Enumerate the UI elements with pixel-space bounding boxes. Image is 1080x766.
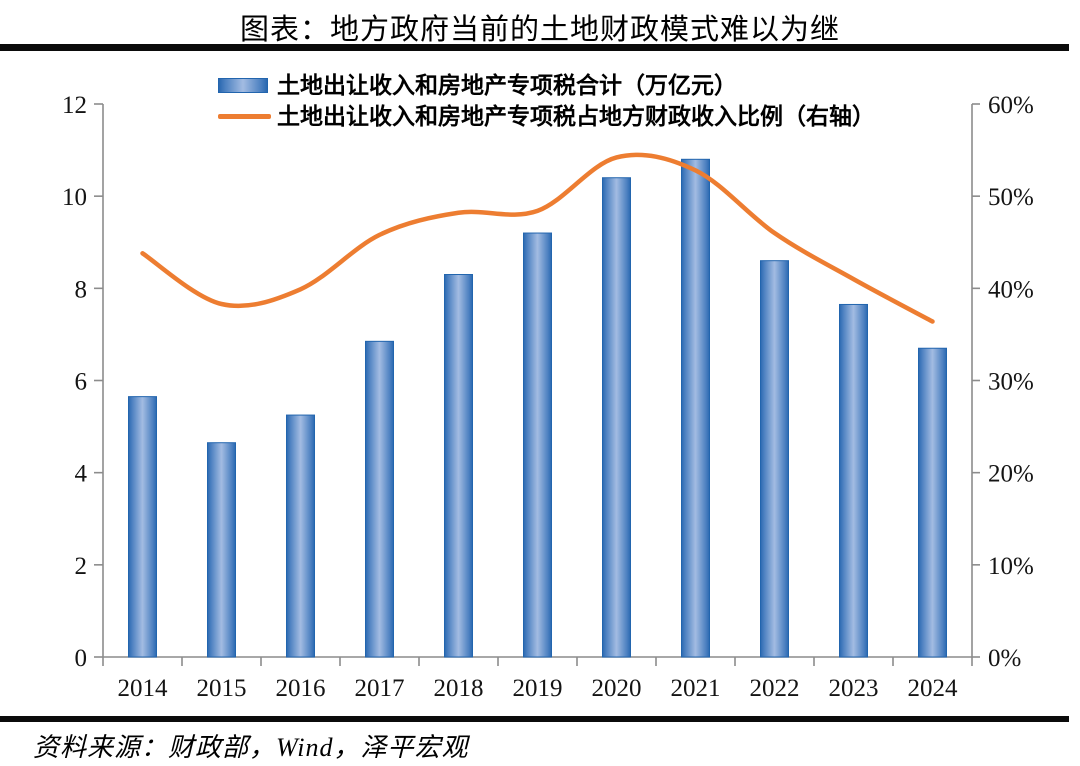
right-axis-tick-label: 60% (988, 92, 1034, 119)
chart-title: 图表：地方政府当前的土地财政模式难以为继 (239, 14, 840, 46)
trend-line (140, 152, 935, 324)
left-axis-tick-label: 4 (75, 461, 88, 488)
right-axis-tick-label: 10% (988, 553, 1034, 580)
x-axis-label: 2019 (513, 675, 563, 702)
x-axis-label: 2015 (197, 675, 247, 702)
legend: 土地出让收入和房地产专项税合计（万亿元） 土地出让收入和房地产专项税占地方财政收… (218, 70, 875, 132)
x-axis-label: 2022 (750, 675, 800, 702)
left-axis-tick-label: 2 (75, 553, 88, 580)
right-axis-tick-label: 40% (988, 276, 1034, 303)
bar-2020 (602, 177, 631, 658)
right-axis-tick-label: 0% (988, 645, 1021, 672)
left-axis-tick-label: 8 (75, 276, 88, 303)
right-axis-tick-label: 30% (988, 369, 1034, 396)
bar-2023 (839, 303, 868, 658)
x-axis-label: 2024 (908, 675, 959, 702)
right-axis-tick-label: 20% (988, 461, 1034, 488)
line-series-swatch-icon (218, 114, 271, 119)
legend-item-line: 土地出让收入和房地产专项税占地方财政收入比例（右轴） (218, 101, 875, 132)
bar-2024 (918, 347, 947, 658)
bar-2015 (207, 442, 236, 658)
right-axis-tick-label: 50% (988, 184, 1034, 211)
bar-2022 (760, 260, 789, 658)
bar-series-label: 土地出让收入和房地产专项税合计（万亿元） (277, 73, 737, 98)
bar-2014 (128, 396, 157, 658)
footer-divider (0, 716, 1069, 722)
x-axis-label: 2023 (829, 675, 879, 702)
source-note: 资料来源：财政部，Wind，泽平宏观 (33, 733, 469, 762)
title-divider (0, 44, 1069, 51)
bar-series-swatch-icon (218, 78, 268, 93)
x-axis-label: 2020 (592, 675, 642, 702)
x-axis-label: 2018 (434, 675, 484, 702)
bar-2018 (444, 274, 473, 658)
left-axis-tick-label: 12 (62, 92, 87, 119)
x-axis-label: 2017 (355, 675, 405, 702)
x-axis-label: 2016 (276, 675, 326, 702)
x-axis-label: 2021 (671, 675, 721, 702)
left-axis-tick-label: 6 (75, 369, 88, 396)
line-series-label: 土地出让收入和房地产专项税占地方财政收入比例（右轴） (277, 104, 875, 129)
bar-2016 (286, 414, 315, 658)
x-axis-label: 2014 (118, 675, 169, 702)
left-axis-tick-label: 10 (62, 184, 87, 211)
bar-2017 (365, 340, 394, 658)
bar-2021 (681, 158, 710, 658)
left-axis-tick-label: 0 (75, 645, 88, 672)
legend-item-bars: 土地出让收入和房地产专项税合计（万亿元） (218, 70, 875, 101)
bar-2019 (523, 232, 552, 658)
